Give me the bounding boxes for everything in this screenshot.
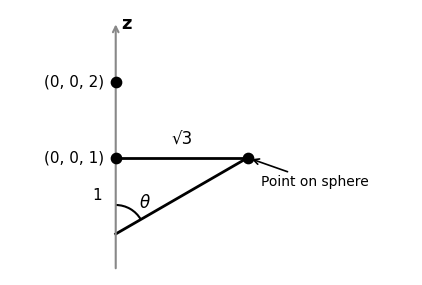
Text: Point on sphere: Point on sphere xyxy=(254,159,369,188)
Text: (0, 0, 2): (0, 0, 2) xyxy=(44,74,104,89)
Text: z: z xyxy=(121,15,132,33)
Text: θ: θ xyxy=(140,194,150,212)
Text: 1: 1 xyxy=(92,188,102,203)
Point xyxy=(112,155,119,160)
Text: √3: √3 xyxy=(171,131,192,148)
Point xyxy=(244,155,251,160)
Point xyxy=(112,79,119,84)
Text: (0, 0, 1): (0, 0, 1) xyxy=(44,150,104,165)
